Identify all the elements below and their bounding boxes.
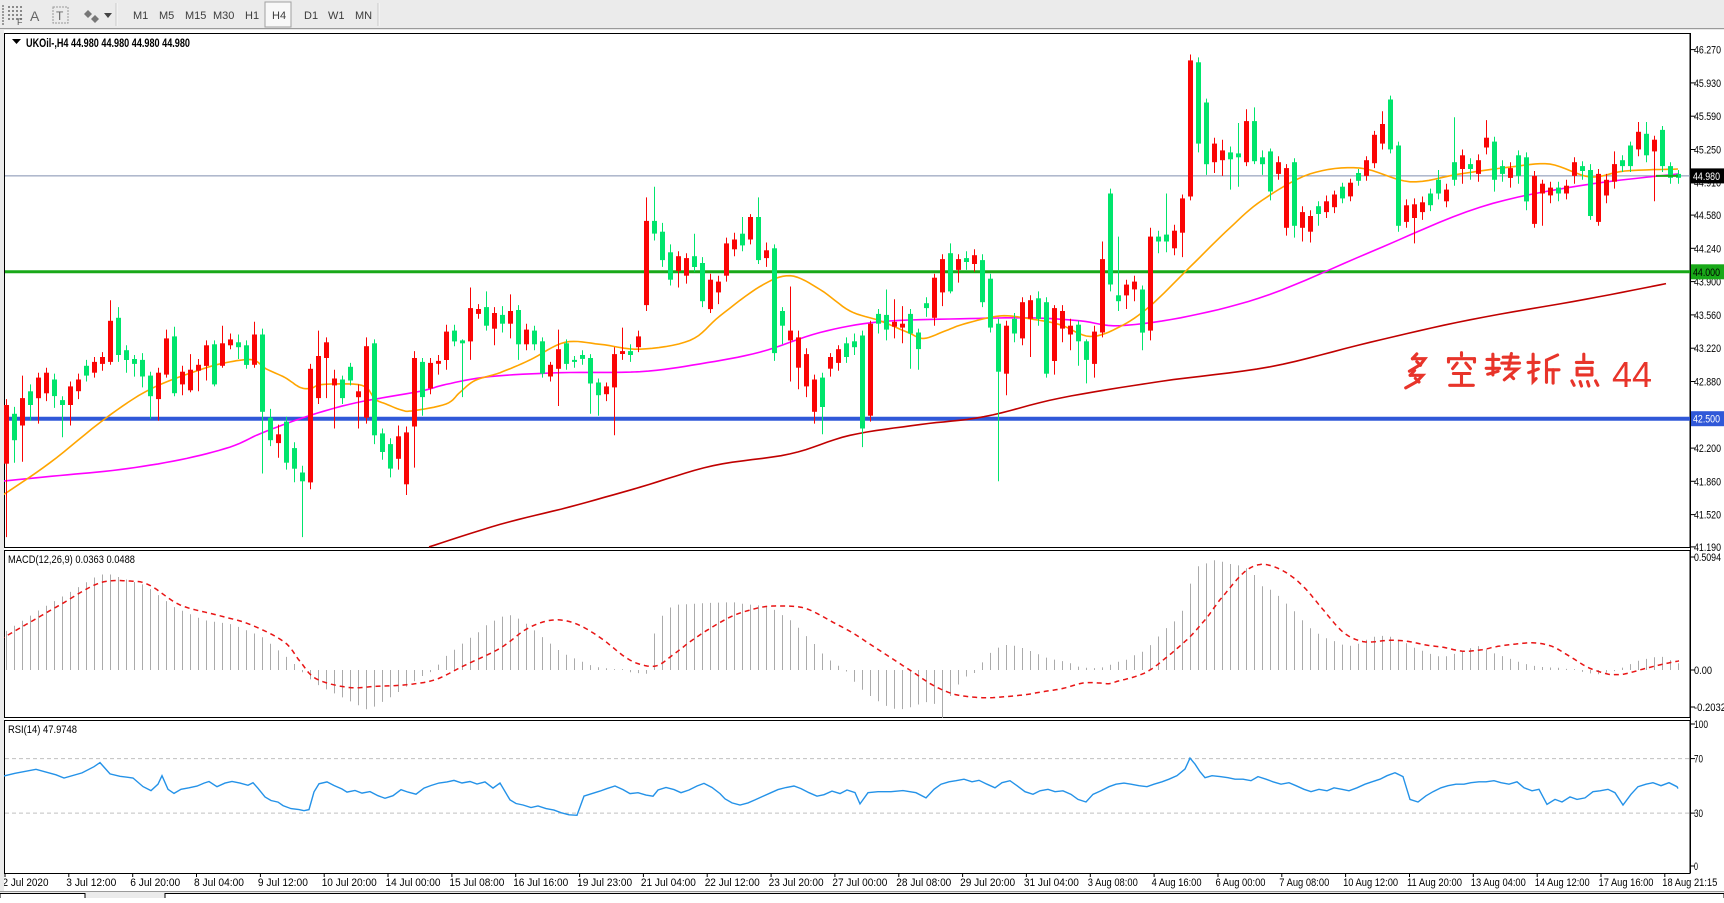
svg-text:44.240: 44.240 — [1694, 243, 1721, 255]
svg-text:6 Aug 00:00: 6 Aug 00:00 — [1216, 877, 1266, 889]
svg-text:21 Jul 04:00: 21 Jul 04:00 — [641, 877, 696, 889]
svg-text:44: 44 — [1612, 354, 1652, 395]
svg-text:3 Aug 08:00: 3 Aug 08:00 — [1088, 877, 1138, 889]
svg-text:T: T — [56, 9, 64, 23]
svg-text:8 Jul 04:00: 8 Jul 04:00 — [194, 877, 244, 889]
svg-text:10 Jul 20:00: 10 Jul 20:00 — [322, 877, 377, 889]
svg-text:RSI(14) 47.9748: RSI(14) 47.9748 — [8, 724, 77, 736]
svg-text:43.900: 43.900 — [1694, 277, 1721, 289]
svg-text:23 Jul 20:00: 23 Jul 20:00 — [769, 877, 824, 889]
svg-text:43.560: 43.560 — [1694, 310, 1721, 322]
svg-text:28 Jul 08:00: 28 Jul 08:00 — [896, 877, 951, 889]
svg-text:9 Jul 12:00: 9 Jul 12:00 — [258, 877, 308, 889]
svg-text:30: 30 — [1694, 808, 1703, 820]
svg-text:D1: D1 — [304, 10, 318, 22]
svg-text:F: F — [17, 17, 23, 27]
svg-text:27 Jul 00:00: 27 Jul 00:00 — [832, 877, 887, 889]
svg-text:3 Jul 12:00: 3 Jul 12:00 — [66, 877, 116, 889]
svg-text:10 Aug 12:00: 10 Aug 12:00 — [1343, 877, 1398, 889]
svg-text:17 Aug 16:00: 17 Aug 16:00 — [1599, 877, 1654, 889]
svg-text:M15: M15 — [185, 10, 206, 22]
svg-text:-0.2032: -0.2032 — [1694, 702, 1724, 714]
svg-text:W1: W1 — [328, 10, 345, 22]
svg-text:MN: MN — [355, 10, 372, 22]
svg-text:0: 0 — [1694, 861, 1698, 873]
svg-text:0.00: 0.00 — [1694, 665, 1712, 677]
svg-text:18 Aug 21:15: 18 Aug 21:15 — [1662, 877, 1717, 889]
svg-text:44.580: 44.580 — [1694, 210, 1721, 222]
svg-text:M1: M1 — [133, 10, 148, 22]
svg-text:41.520: 41.520 — [1694, 510, 1721, 522]
svg-text:41.860: 41.860 — [1694, 476, 1721, 488]
svg-text:41.190: 41.190 — [1694, 542, 1721, 554]
svg-text:0.5094: 0.5094 — [1694, 552, 1721, 564]
svg-text:45.930: 45.930 — [1694, 78, 1721, 90]
svg-text:M30: M30 — [213, 10, 234, 22]
svg-text:45.590: 45.590 — [1694, 111, 1721, 123]
svg-text:42.200: 42.200 — [1694, 443, 1721, 455]
svg-text:19 Jul 23:00: 19 Jul 23:00 — [577, 877, 632, 889]
svg-text:43.220: 43.220 — [1694, 343, 1721, 355]
svg-text:7 Aug 08:00: 7 Aug 08:00 — [1279, 877, 1329, 889]
svg-text:29 Jul 20:00: 29 Jul 20:00 — [960, 877, 1015, 889]
svg-text:46.270: 46.270 — [1694, 45, 1721, 57]
svg-text:100: 100 — [1694, 719, 1708, 731]
svg-text:70: 70 — [1694, 754, 1703, 766]
svg-text:14 Jul 00:00: 14 Jul 00:00 — [386, 877, 441, 889]
svg-text:44.980: 44.980 — [1693, 171, 1720, 183]
svg-text:16 Jul 16:00: 16 Jul 16:00 — [513, 877, 568, 889]
svg-text:MACD(12,26,9) 0.0363 0.0488: MACD(12,26,9) 0.0363 0.0488 — [8, 554, 135, 566]
svg-text:14 Aug 12:00: 14 Aug 12:00 — [1535, 877, 1590, 889]
svg-text:31 Jul 04:00: 31 Jul 04:00 — [1024, 877, 1079, 889]
svg-text:13 Aug 04:00: 13 Aug 04:00 — [1471, 877, 1526, 889]
svg-text:6 Jul 20:00: 6 Jul 20:00 — [130, 877, 180, 889]
svg-text:UKOil-,H4 44.980 44.980 44.98: UKOil-,H4 44.980 44.980 44.980 44.980 — [26, 38, 190, 50]
svg-text:A: A — [30, 8, 40, 24]
svg-text:4 Aug 16:00: 4 Aug 16:00 — [1152, 877, 1202, 889]
svg-text:2 Jul 2020: 2 Jul 2020 — [3, 877, 49, 889]
svg-text:15 Jul 08:00: 15 Jul 08:00 — [449, 877, 504, 889]
svg-text:H1: H1 — [245, 10, 259, 22]
svg-text:45.250: 45.250 — [1694, 145, 1721, 157]
svg-text:42.880: 42.880 — [1694, 377, 1721, 389]
svg-text:22 Jul 12:00: 22 Jul 12:00 — [705, 877, 760, 889]
svg-text:M5: M5 — [159, 10, 174, 22]
svg-text:44.000: 44.000 — [1693, 267, 1720, 279]
svg-text:11 Aug 20:00: 11 Aug 20:00 — [1407, 877, 1462, 889]
svg-text:42.500: 42.500 — [1693, 414, 1720, 426]
svg-text:H4: H4 — [272, 10, 286, 22]
